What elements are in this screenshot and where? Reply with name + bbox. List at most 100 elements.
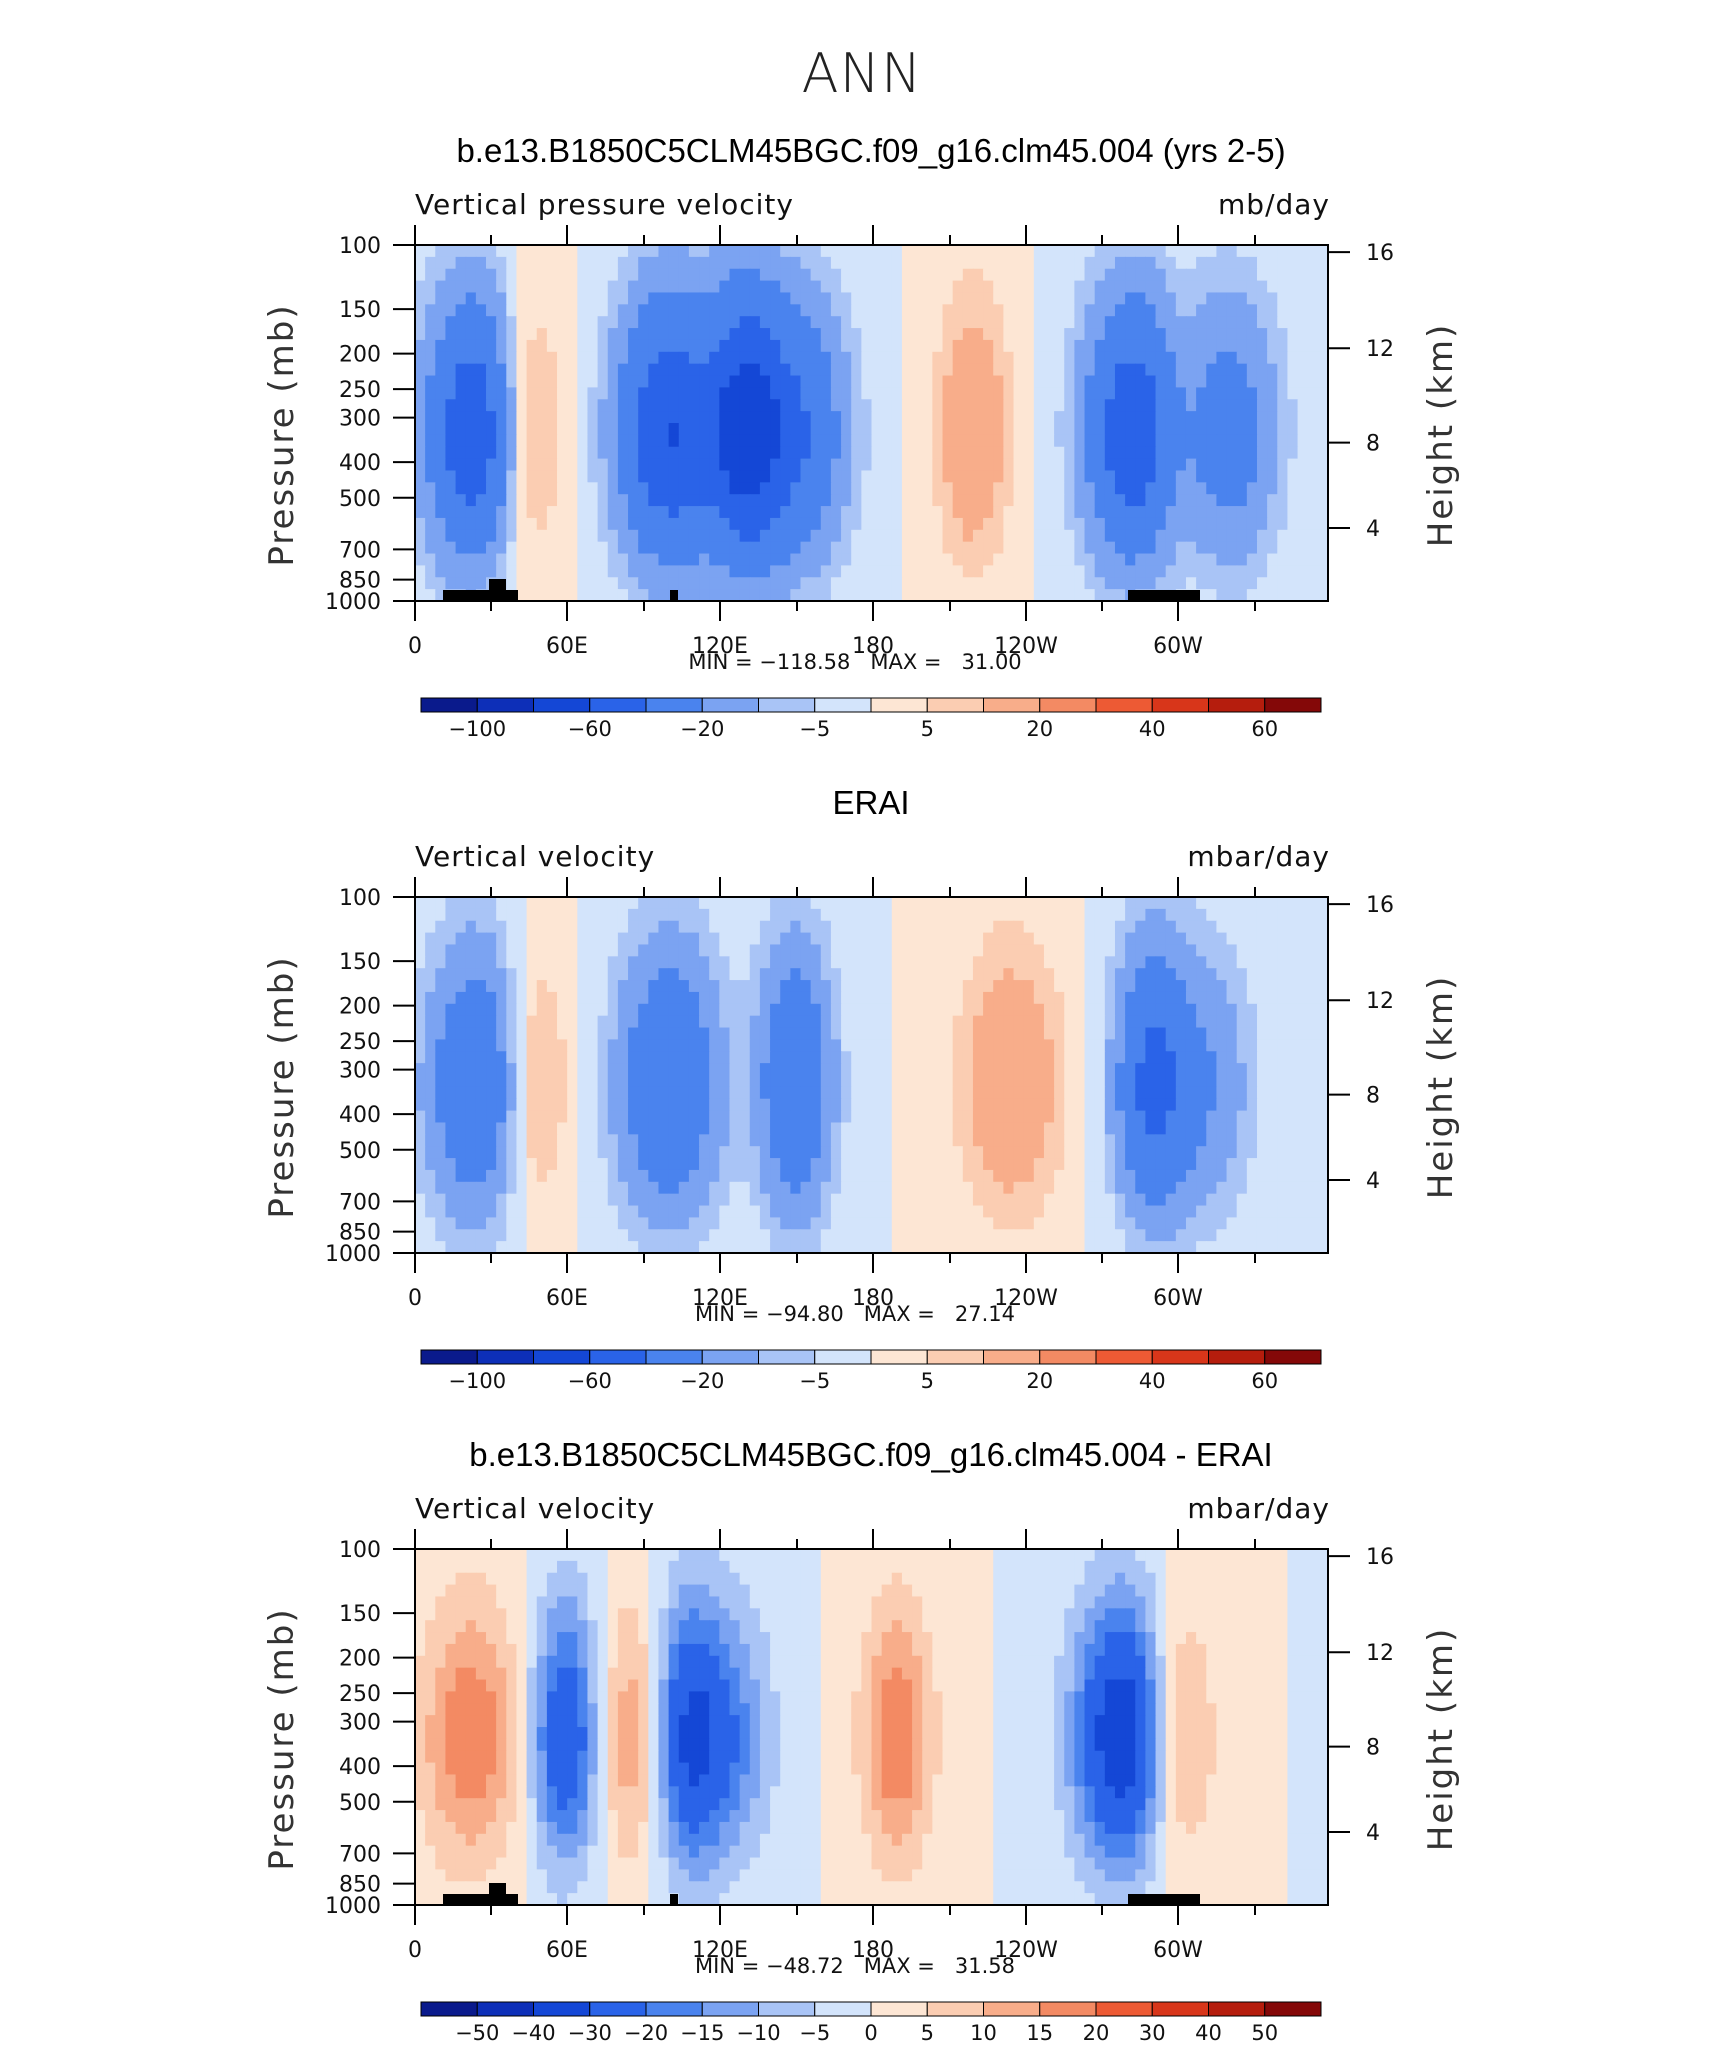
field-cell [861, 980, 872, 992]
field-cell [658, 1063, 669, 1075]
field-cell [496, 364, 507, 376]
field-cell [963, 1111, 974, 1123]
field-cell [1085, 1075, 1096, 1087]
field-cell [993, 245, 1004, 257]
field-cell [658, 1158, 669, 1170]
field-cell [496, 482, 507, 494]
field-cell [1308, 340, 1319, 352]
field-cell [486, 364, 497, 376]
field-cell [831, 933, 842, 945]
field-cell [608, 1039, 619, 1051]
field-cell [638, 980, 649, 992]
field-cell [983, 1122, 994, 1134]
field-cell [1298, 1170, 1309, 1182]
field-cell [648, 589, 659, 601]
field-cell [547, 340, 558, 352]
field-cell [932, 482, 943, 494]
field-cell [466, 340, 477, 352]
field-cell [1156, 364, 1167, 376]
field-cell [456, 447, 467, 459]
field-cell [669, 1158, 680, 1170]
field-cell [638, 518, 649, 530]
field-cell [1298, 494, 1309, 506]
field-cell [1115, 459, 1126, 471]
field-cell [993, 980, 1004, 992]
field-cell [892, 470, 903, 482]
field-cell [1287, 328, 1298, 340]
field-cell [567, 352, 578, 364]
field-cell [608, 506, 619, 518]
field-cell [1156, 1075, 1167, 1087]
field-cell [922, 304, 933, 316]
field-cell [943, 1146, 954, 1158]
field-cell [872, 518, 883, 530]
field-cell [577, 470, 588, 482]
field-cell [750, 565, 761, 577]
field-cell [658, 352, 669, 364]
field-cell [983, 577, 994, 589]
field-cell [1034, 482, 1045, 494]
field-cell [1237, 340, 1248, 352]
field-cell [1054, 1170, 1065, 1182]
field-cell [445, 1087, 456, 1099]
field-cell [760, 1063, 771, 1075]
field-cell [943, 1004, 954, 1016]
field-cell [435, 1016, 446, 1028]
field-cell [598, 269, 609, 281]
field-cell [1287, 1028, 1298, 1040]
field-cell [760, 494, 771, 506]
field-cell [912, 316, 923, 328]
field-cell [557, 364, 568, 376]
field-cell [547, 980, 558, 992]
field-cell [547, 423, 558, 435]
field-cell [1145, 435, 1156, 447]
field-cell [963, 944, 974, 956]
field-cell [506, 399, 517, 411]
field-cell [598, 328, 609, 340]
field-cell [963, 554, 974, 566]
field-cell [577, 530, 588, 542]
field-cell [435, 411, 446, 423]
field-cell [800, 1111, 811, 1123]
field-cell [1257, 340, 1268, 352]
field-cell [750, 364, 761, 376]
field-cell [983, 1170, 994, 1182]
field-cell [922, 1158, 933, 1170]
field-cell [699, 1134, 710, 1146]
field-cell [953, 956, 964, 968]
field-cell [1166, 577, 1177, 589]
field-cell [547, 269, 558, 281]
field-cell [1227, 909, 1238, 921]
field-cell [1125, 494, 1136, 506]
field-cell [1257, 980, 1268, 992]
field-cell [861, 1016, 872, 1028]
field-cell [1014, 506, 1025, 518]
field-cell [1024, 909, 1035, 921]
field-cell [1095, 921, 1106, 933]
field-cell [943, 1016, 954, 1028]
field-cell [1298, 352, 1309, 364]
field-cell [1003, 1016, 1014, 1028]
field-cell [750, 1158, 761, 1170]
field-cell [669, 1099, 680, 1111]
field-cell [516, 387, 527, 399]
field-cell [1074, 554, 1085, 566]
field-cell [841, 1028, 852, 1040]
field-cell [1247, 340, 1258, 352]
field-cell [892, 1146, 903, 1158]
field-cell [851, 494, 862, 506]
field-cell [750, 554, 761, 566]
field-cell [1247, 387, 1258, 399]
field-cell [1125, 506, 1136, 518]
field-cell [912, 411, 923, 423]
field-cell [1176, 956, 1187, 968]
field-cell [567, 304, 578, 316]
field-cell [608, 482, 619, 494]
field-cell [973, 459, 984, 471]
field-cell [1064, 269, 1075, 281]
field-cell [537, 470, 548, 482]
field-cell [638, 364, 649, 376]
field-cell [780, 980, 791, 992]
field-cell [709, 328, 720, 340]
field-cell [679, 1122, 690, 1134]
